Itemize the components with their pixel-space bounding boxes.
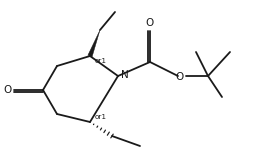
Text: or1: or1 [95, 58, 107, 64]
Text: or1: or1 [95, 114, 107, 120]
Text: O: O [3, 85, 11, 95]
Text: O: O [176, 72, 184, 82]
Text: N: N [121, 70, 129, 80]
Text: O: O [146, 18, 154, 28]
Polygon shape [88, 30, 100, 57]
